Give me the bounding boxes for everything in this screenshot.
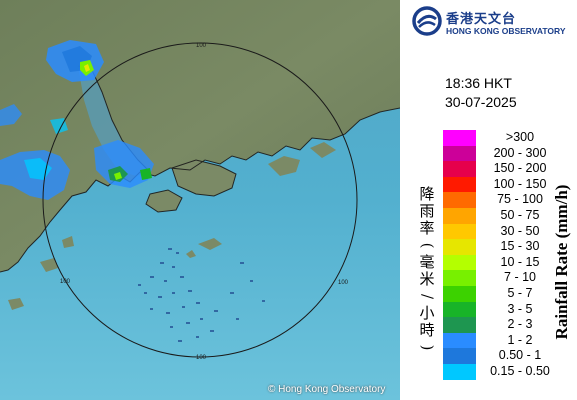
legend-title-cn-char: 米 xyxy=(419,270,435,288)
legend-title-cn-char: ) xyxy=(418,344,437,351)
legend-title-cn-char: ( xyxy=(418,242,437,249)
legend-swatch xyxy=(443,270,476,286)
legend-swatch xyxy=(443,363,476,380)
legend-title-en: Rainfall Rate (mm/h) xyxy=(552,184,571,340)
legend-label: 200 - 300 xyxy=(493,145,547,160)
southern-islands xyxy=(186,238,222,258)
scattered-showers xyxy=(138,248,265,342)
range-label-south: 100 xyxy=(196,355,207,361)
range-label-west: 100 xyxy=(60,279,71,285)
observatory-logo-icon xyxy=(412,6,442,36)
legend-label: 10 - 15 xyxy=(500,254,540,269)
legend-swatch xyxy=(443,207,476,224)
copyright-notice: © Hong Kong Observatory xyxy=(268,384,386,395)
radar-time: 18:36 HKT xyxy=(445,75,512,91)
legend-label: 150 - 200 xyxy=(493,161,547,176)
range-labels: 100 100 100 100 xyxy=(60,43,349,361)
legend-color-bar xyxy=(443,130,476,380)
legend-label: 100 - 150 xyxy=(493,176,547,191)
legend-label: 3 - 5 xyxy=(507,301,533,316)
legend-label: 30 - 50 xyxy=(500,223,540,238)
radar-date: 30-07-2025 xyxy=(445,94,517,110)
range-rings xyxy=(42,42,358,358)
legend-swatch xyxy=(443,285,476,302)
observatory-name-en: HONG KONG OBSERVATORY xyxy=(446,26,566,36)
legend-labels: >300 200 - 300 150 - 200 100 - 150 75 - 100 5… xyxy=(480,130,560,380)
legend-title-cn-char: 降 xyxy=(419,185,435,203)
range-label-east: 100 xyxy=(338,280,349,286)
legend-swatch xyxy=(443,161,476,177)
pearl-river-estuary xyxy=(78,66,150,176)
rain-echoes xyxy=(0,40,154,200)
hk-island-land xyxy=(172,160,236,196)
legend-label: 75 - 100 xyxy=(497,192,543,207)
legend-swatch xyxy=(443,332,476,349)
legend-swatch xyxy=(443,317,476,333)
range-label-north: 100 xyxy=(196,43,207,49)
legend-title-cn-char: 小 xyxy=(419,304,435,322)
legend-title-cn-char: 雨 xyxy=(419,202,435,220)
legend-label: 7 - 10 xyxy=(504,270,536,285)
lantau-island xyxy=(146,190,182,212)
legend-swatch xyxy=(443,145,476,162)
legend-swatch xyxy=(443,176,476,193)
info-panel xyxy=(400,0,577,400)
legend-title-cn: 降雨率 ( 毫米 / 小時) xyxy=(418,185,437,356)
radar-map[interactable]: 100 100 100 100 xyxy=(0,0,400,400)
legend-label: 1 - 2 xyxy=(507,332,533,347)
legend-swatch xyxy=(443,192,476,208)
legend-title-cn-char: / xyxy=(418,293,437,300)
legend-label: 5 - 7 xyxy=(507,285,533,300)
legend-label: 0.50 - 1 xyxy=(498,348,542,363)
western-islands xyxy=(8,236,74,310)
legend-label: >300 xyxy=(505,130,535,144)
legend-swatch xyxy=(443,239,476,255)
legend-swatch xyxy=(443,254,476,271)
eastern-islands xyxy=(268,142,336,176)
legend-swatch xyxy=(443,301,476,318)
legend-label: 2 - 3 xyxy=(507,317,533,332)
legend-swatch xyxy=(443,348,476,364)
legend-title-cn-char: 時 xyxy=(419,321,435,339)
legend-label: 0.15 - 0.50 xyxy=(490,363,550,378)
legend-swatch xyxy=(443,130,476,146)
legend-label: 50 - 75 xyxy=(500,207,540,222)
legend-title-cn-char: 毫 xyxy=(419,253,435,271)
legend-label: 15 - 30 xyxy=(500,239,540,254)
legend-title-cn-char: 率 xyxy=(419,219,435,237)
legend-swatch xyxy=(443,223,476,240)
observatory-name-cn: 香港天文台 xyxy=(446,12,517,27)
